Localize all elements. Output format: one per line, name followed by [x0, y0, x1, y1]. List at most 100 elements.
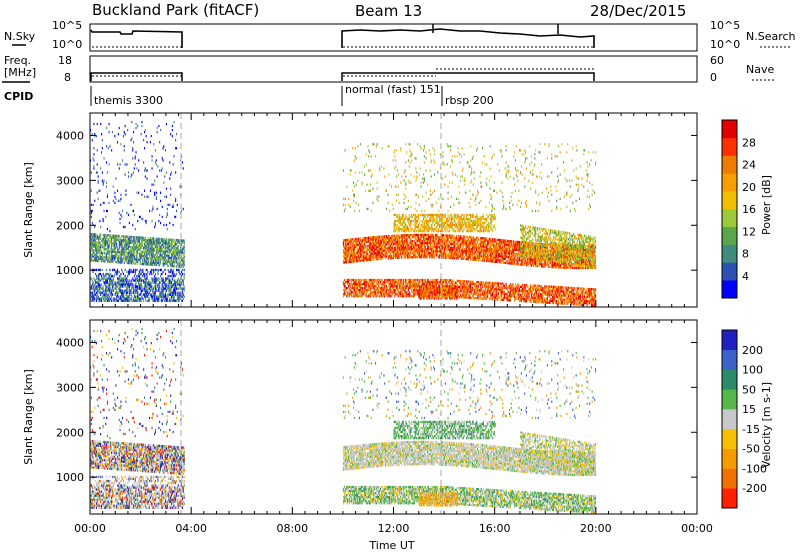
power-cell: [468, 258, 469, 260]
power-cell: [104, 180, 105, 182]
power-cell: [402, 238, 403, 240]
power-cell: [157, 269, 158, 271]
power-cell: [153, 237, 154, 239]
power-cell: [121, 216, 122, 218]
power-cell: [480, 259, 481, 261]
power-cell: [373, 258, 374, 260]
power-cell: [415, 254, 416, 256]
power-cell: [373, 254, 374, 256]
power-cell: [133, 210, 134, 212]
power-cell: [163, 292, 164, 294]
cpid-block-2: rbsp 200: [445, 94, 494, 107]
power-cell: [131, 204, 132, 206]
power-cell: [129, 279, 130, 281]
power-cell: [432, 244, 433, 246]
power-cell: [447, 251, 448, 253]
power-cell: [129, 294, 130, 296]
power-cell: [130, 292, 131, 294]
power-cell: [168, 292, 169, 294]
power-cell: [155, 292, 156, 294]
power-cell: [174, 239, 175, 241]
power-cell: [163, 224, 164, 226]
power-cell: [174, 279, 175, 281]
power-cell: [125, 125, 126, 127]
power-cell: [155, 149, 156, 151]
power-cell: [142, 245, 143, 247]
power-cell: [146, 259, 147, 261]
power-cell: [163, 298, 164, 300]
power-cell: [174, 296, 175, 298]
power-cell: [98, 277, 99, 279]
power-cell: [142, 271, 143, 273]
power-cell: [437, 248, 438, 250]
power-cell: [107, 296, 108, 298]
power-cell: [362, 241, 363, 243]
power-cell: [501, 251, 502, 253]
power-cell: [486, 238, 487, 240]
power-cell: [162, 157, 163, 159]
freq-right-tick-bottom: 0: [710, 71, 717, 84]
power-cell: [428, 234, 429, 236]
power-cell: [155, 224, 156, 226]
power-cell: [125, 285, 126, 287]
power-cell: [128, 214, 129, 216]
power-cell: [362, 253, 363, 255]
power-cell: [120, 222, 121, 224]
power-cell: [116, 237, 117, 239]
power-cell: [105, 234, 106, 236]
power-cell: [157, 254, 158, 256]
power-cell: [91, 277, 92, 279]
power-cell: [140, 261, 141, 263]
power-cell: [109, 238, 110, 240]
power-cell: [174, 273, 175, 275]
power-cell: [110, 288, 111, 290]
power-cell: [123, 273, 124, 275]
power-cell: [141, 285, 142, 287]
power-cell: [183, 208, 184, 210]
power-cell: [382, 252, 383, 254]
power-cell: [130, 271, 131, 273]
power-cell: [100, 204, 101, 206]
power-cell: [366, 237, 367, 239]
power-cell: [93, 123, 94, 125]
power-cell: [106, 186, 107, 188]
power-cell: [150, 290, 151, 292]
power-cell: [144, 275, 145, 277]
power-cell: [388, 257, 389, 259]
power-cell: [130, 246, 131, 248]
power-cell: [434, 256, 435, 258]
power-cell: [145, 243, 146, 245]
power-cell: [163, 258, 164, 260]
power-cell: [94, 290, 95, 292]
power-cell: [447, 241, 448, 243]
power-cell: [107, 240, 108, 242]
power-cell: [102, 171, 103, 173]
power-cell: [178, 261, 179, 263]
power-cell: [97, 149, 98, 151]
power-cell: [155, 254, 156, 256]
power-cell: [356, 254, 357, 256]
power-cell: [144, 253, 145, 255]
power-cell: [115, 288, 116, 290]
power-cell: [154, 250, 155, 252]
power-cell: [165, 149, 166, 151]
power-cell: [111, 300, 112, 302]
power-cell: [132, 157, 133, 159]
power-cell: [136, 167, 137, 169]
power-cell: [92, 222, 93, 224]
power-cell: [106, 269, 107, 271]
power-cell: [154, 248, 155, 250]
power-cell: [183, 298, 184, 300]
power-cell: [168, 204, 169, 206]
power-cell: [147, 271, 148, 273]
power-cell: [560, 266, 561, 268]
power-cell: [376, 244, 377, 246]
power-cell: [167, 277, 168, 279]
power-cell: [417, 256, 418, 258]
power-cell: [172, 129, 173, 131]
power-cell: [131, 121, 132, 123]
power-cell: [118, 300, 119, 302]
power-cell: [166, 285, 167, 287]
power-cell: [163, 260, 164, 262]
power-cell: [133, 292, 134, 294]
